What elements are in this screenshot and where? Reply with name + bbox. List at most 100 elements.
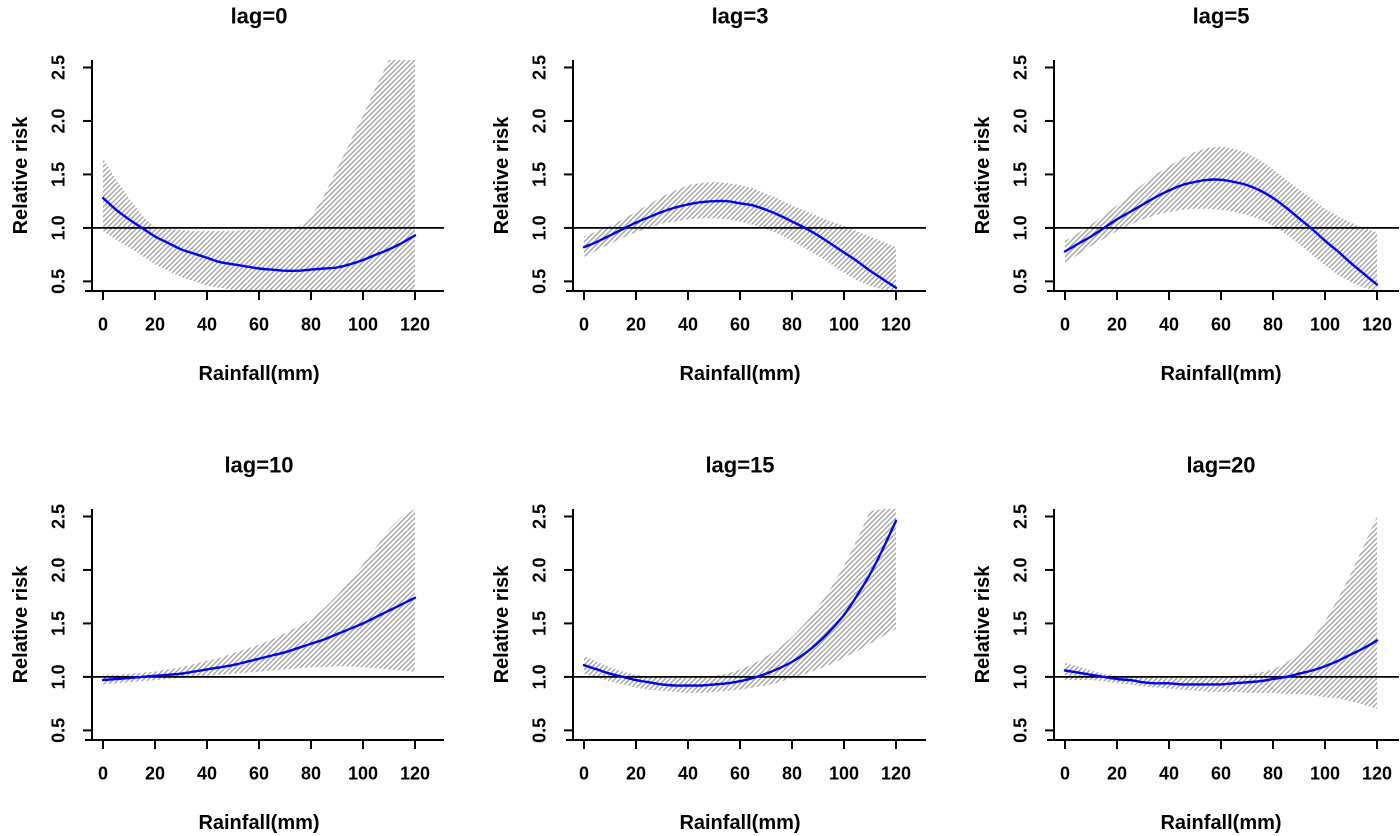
y-tick-label: 1.0	[1010, 664, 1030, 689]
y-tick-label: 0.5	[48, 718, 68, 743]
confidence-band	[103, 509, 415, 685]
y-axis-label: Relative risk	[10, 116, 32, 235]
x-tick-label: 0	[579, 314, 589, 334]
x-tick-label: 120	[1362, 763, 1392, 783]
y-tick-label: 1.0	[1010, 215, 1030, 240]
y-tick-label: 1.0	[48, 215, 68, 240]
x-axis-label: Rainfall(mm)	[1160, 812, 1281, 834]
panel-lag-10: 0 20 40 60 80 100 120 0.5 1.0 1.5 2.0 2.5 lag=10 Rain…	[0, 418, 466, 836]
y-axis-label: Relative risk	[972, 565, 994, 684]
confidence-band	[584, 509, 896, 693]
y-tick-label: 1.5	[1010, 162, 1030, 187]
x-tick-label: 0	[98, 314, 108, 334]
x-tick-label: 20	[1107, 763, 1127, 783]
panel-lag-15: 0 20 40 60 80 100 120 0.5 1.0 1.5 2.0 2.5 lag=15 Rain…	[466, 418, 932, 836]
x-tick-label: 80	[1263, 763, 1283, 783]
confidence-band	[584, 181, 896, 291]
chart-svg-lag-10: 0 20 40 60 80 100 120 0.5 1.0 1.5 2.0 2.5 lag=10 Rain…	[10, 453, 444, 834]
x-tick-label: 60	[730, 314, 750, 334]
y-tick-label: 2.0	[1010, 108, 1030, 133]
x-tick-label: 20	[1107, 314, 1127, 334]
y-axis-label: Relative risk	[972, 116, 994, 235]
panel-lag-3: 0 20 40 60 80 100 120 0.5 1.0 1.5 2.0 2.5 lag=3 Rainf…	[466, 0, 932, 418]
confidence-band	[1065, 516, 1377, 709]
x-tick-label: 120	[881, 314, 911, 334]
x-tick-label: 120	[400, 314, 430, 334]
risk-curve	[582, 199, 898, 289]
y-tick-label: 2.5	[529, 55, 549, 80]
risk-curve	[582, 519, 898, 687]
chart-svg-lag-3: 0 20 40 60 80 100 120 0.5 1.0 1.5 2.0 2.5 lag=3 Rainf…	[491, 4, 926, 385]
y-tick-label: 2.5	[529, 504, 549, 529]
y-tick-label: 1.5	[529, 162, 549, 187]
x-tick-label: 80	[301, 314, 321, 334]
x-tick-label: 20	[626, 763, 646, 783]
x-tick-label: 40	[1159, 314, 1179, 334]
panel-title: lag=5	[1193, 4, 1250, 29]
x-tick-label: 80	[782, 314, 802, 334]
x-tick-label: 80	[1263, 314, 1283, 334]
x-tick-label: 0	[1060, 314, 1070, 334]
risk-curve	[101, 596, 417, 682]
x-tick-label: 120	[1362, 314, 1392, 334]
y-tick-label: 1.5	[48, 611, 68, 636]
y-tick-label: 2.0	[529, 557, 549, 582]
y-tick-label: 0.5	[1010, 269, 1030, 294]
y-tick-label: 1.0	[48, 664, 68, 689]
y-axis-label: Relative risk	[491, 565, 513, 684]
x-tick-label: 0	[1060, 763, 1070, 783]
y-tick-label: 2.5	[1010, 504, 1030, 529]
x-tick-label: 120	[400, 763, 430, 783]
y-axis-label: Relative risk	[491, 116, 513, 235]
x-tick-label: 120	[881, 763, 911, 783]
chart-svg-lag-0: 0 20 40 60 80 100 120 0.5 1.0 1.5 2.0 2.5 lag=0 Rainf…	[10, 4, 444, 385]
confidence-band	[103, 60, 415, 291]
y-tick-label: 2.0	[1010, 557, 1030, 582]
x-axis-label: Rainfall(mm)	[1160, 363, 1281, 385]
x-axis-label: Rainfall(mm)	[679, 363, 800, 385]
confidence-band	[1065, 146, 1377, 291]
y-tick-label: 0.5	[529, 718, 549, 743]
panel-title: lag=3	[712, 4, 769, 29]
risk-curve	[1063, 639, 1379, 686]
x-tick-label: 100	[829, 763, 859, 783]
panel-lag-5: 0 20 40 60 80 100 120 0.5 1.0 1.5 2.0 2.5 lag=5 Rainf…	[932, 0, 1400, 418]
x-tick-label: 20	[626, 314, 646, 334]
x-tick-label: 60	[249, 763, 269, 783]
x-tick-label: 100	[829, 314, 859, 334]
x-tick-label: 40	[1159, 763, 1179, 783]
x-tick-label: 100	[348, 763, 378, 783]
x-tick-label: 60	[249, 314, 269, 334]
y-tick-label: 1.5	[1010, 611, 1030, 636]
y-tick-label: 1.0	[529, 664, 549, 689]
y-tick-label: 0.5	[529, 269, 549, 294]
x-tick-label: 60	[730, 763, 750, 783]
y-axis-label: Relative risk	[10, 565, 32, 684]
y-tick-label: 2.0	[48, 557, 68, 582]
panel-title: lag=20	[1186, 453, 1255, 478]
panel-title: lag=10	[224, 453, 293, 478]
x-tick-label: 100	[1310, 763, 1340, 783]
x-tick-label: 20	[145, 314, 165, 334]
panel-lag-20: 0 20 40 60 80 100 120 0.5 1.0 1.5 2.0 2.5 lag=20 Rain…	[932, 418, 1400, 836]
y-tick-label: 0.5	[1010, 718, 1030, 743]
y-tick-label: 2.0	[529, 108, 549, 133]
risk-curve	[1063, 178, 1379, 286]
x-tick-label: 40	[678, 314, 698, 334]
x-tick-label: 20	[145, 763, 165, 783]
x-tick-label: 100	[1310, 314, 1340, 334]
chart-svg-lag-20: 0 20 40 60 80 100 120 0.5 1.0 1.5 2.0 2.5 lag=20 Rain…	[972, 453, 1399, 834]
risk-curve	[101, 196, 417, 273]
x-axis-label: Rainfall(mm)	[679, 812, 800, 834]
y-tick-label: 1.0	[529, 215, 549, 240]
chart-svg-lag-15: 0 20 40 60 80 100 120 0.5 1.0 1.5 2.0 2.5 lag=15 Rain…	[491, 453, 926, 834]
y-tick-label: 2.5	[48, 504, 68, 529]
y-tick-label: 2.5	[48, 55, 68, 80]
x-tick-label: 100	[348, 314, 378, 334]
panel-title: lag=0	[231, 4, 288, 29]
x-tick-label: 40	[197, 763, 217, 783]
chart-svg-lag-5: 0 20 40 60 80 100 120 0.5 1.0 1.5 2.0 2.5 lag=5 Rainf…	[972, 4, 1399, 385]
x-tick-label: 80	[301, 763, 321, 783]
y-tick-label: 2.0	[48, 108, 68, 133]
